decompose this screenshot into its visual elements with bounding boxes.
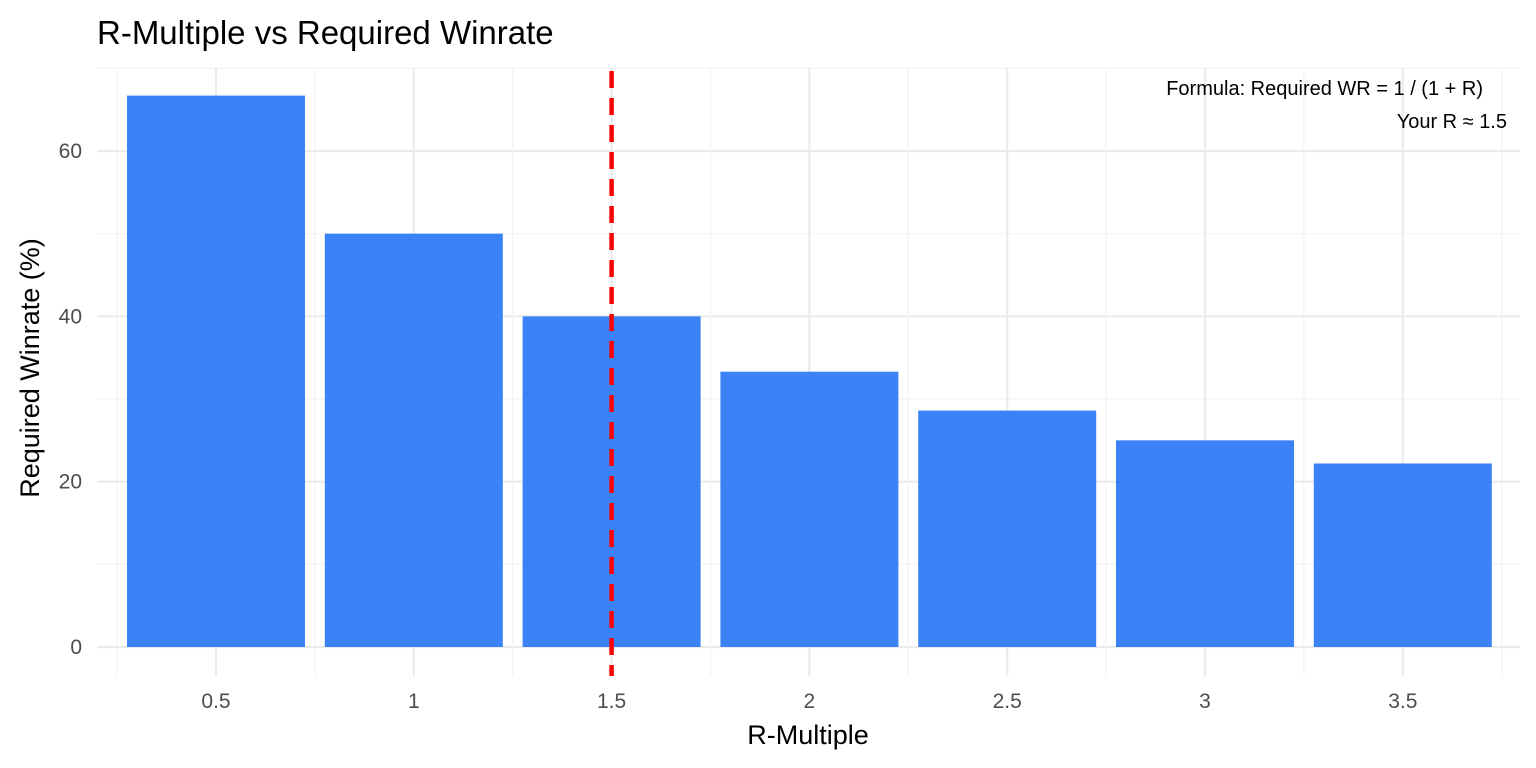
x-tick-label: 0.5 <box>201 690 230 713</box>
y-tick-label: 60 <box>59 140 82 163</box>
formula-annotation: Formula: Required WR = 1 / (1 + R) <box>1166 78 1483 100</box>
x-tick-label: 3 <box>1199 690 1211 713</box>
x-tick-label: 3.5 <box>1388 690 1417 713</box>
bar-3 <box>1116 440 1294 647</box>
chart-title: R-Multiple vs Required Winrate <box>97 14 554 51</box>
bar-2 <box>720 371 899 647</box>
x-tick-label: 2 <box>804 690 816 713</box>
bar-2.5 <box>918 410 1097 647</box>
y-tick-label: 0 <box>70 636 82 659</box>
x-tick-labels: 0.5 1 1.5 2 2.5 3 3.5 <box>201 690 1417 713</box>
y-tick-label: 40 <box>59 305 82 328</box>
bar-1 <box>324 233 503 647</box>
x-axis-title: R-Multiple <box>747 720 869 750</box>
x-tick-label: 1 <box>408 690 420 713</box>
y-axis-title: Required Winrate (%) <box>15 238 45 498</box>
bar-0.5 <box>127 95 305 647</box>
your-r-annotation: Your R ≈ 1.5 <box>1397 111 1507 133</box>
y-tick-label: 20 <box>59 471 82 494</box>
x-tick-label: 2.5 <box>993 690 1022 713</box>
y-tick-labels: 0 20 40 60 <box>59 140 82 659</box>
x-tick-label: 1.5 <box>597 690 626 713</box>
bar-3.5 <box>1313 463 1492 647</box>
